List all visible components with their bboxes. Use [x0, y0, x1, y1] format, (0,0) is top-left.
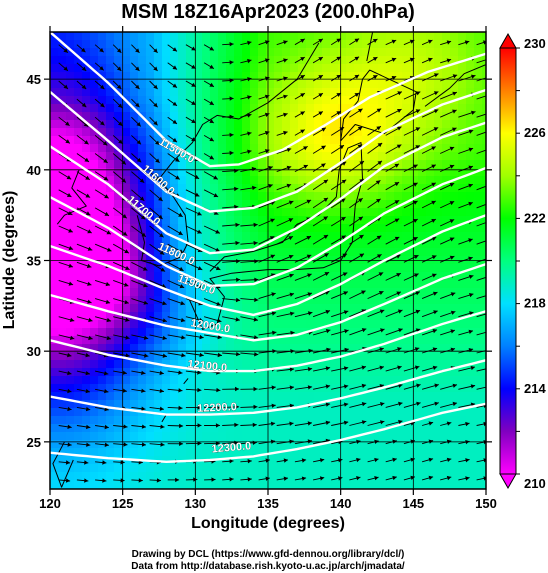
- x-axis-label: Longitude (degrees): [191, 515, 345, 532]
- colorbar-min-triangle: [499, 473, 517, 490]
- colorbar-scale: [499, 47, 517, 475]
- y-tick-label: 25: [27, 435, 41, 450]
- colorbar-tick-label: 214: [524, 381, 546, 396]
- credit-line-1: Drawing by DCL (https://www.gfd-dennou.o…: [132, 549, 405, 560]
- temperature-heatmap: [50, 32, 486, 489]
- y-tick-label: 45: [27, 72, 41, 87]
- y-axis-label: Latitude (degrees): [1, 191, 18, 330]
- contour-line: [50, 32, 486, 168]
- contour-line: [50, 359, 486, 416]
- colorbar: 210 214 218 222 226 230: [499, 32, 546, 491]
- y-tick-label: 35: [27, 254, 41, 269]
- colorbar-tick-label: 226: [524, 125, 546, 140]
- x-tick-label: 120: [39, 496, 61, 511]
- colorbar-tick-label: 222: [524, 210, 546, 225]
- contour-line: [50, 121, 486, 255]
- x-tick-label: 130: [184, 496, 206, 511]
- contour-label: 12200.0: [197, 401, 237, 415]
- contour-line: [50, 262, 486, 342]
- colorbar-tick-label: 218: [524, 296, 546, 311]
- contour-label: 12300.0: [211, 440, 252, 455]
- x-tick-label: 145: [402, 496, 424, 511]
- x-tick-label: 140: [330, 496, 352, 511]
- contour-label: 12100.0: [187, 358, 228, 374]
- contour-line: [50, 166, 486, 288]
- colorbar-tick-label: 210: [524, 476, 546, 491]
- x-tick-label: 125: [112, 496, 134, 511]
- plot-area: 11500.011600.011700.011800.011900.012000…: [50, 32, 486, 489]
- x-tick-label: 150: [475, 496, 497, 511]
- y-tick-label: 40: [27, 163, 41, 178]
- x-tick-label: 135: [257, 496, 279, 511]
- contour-line: [50, 310, 486, 373]
- y-tick-label: 30: [27, 344, 41, 359]
- x-axis-ticks: 120 125 130 135 140 145 150: [39, 26, 497, 511]
- contour-line: [50, 402, 486, 463]
- contour-line: [50, 214, 486, 317]
- credit-line-2: Data from http://database.rish.kyoto-u.a…: [131, 561, 405, 572]
- contour-line: [50, 88, 486, 213]
- colorbar-tick-label: 230: [524, 36, 546, 51]
- y-axis-ticks: 25 30 35 40 45: [27, 72, 492, 450]
- chart-title: MSM 18Z16Apr2023 (200.0hPa): [121, 1, 414, 23]
- colorbar-max-triangle: [499, 32, 517, 49]
